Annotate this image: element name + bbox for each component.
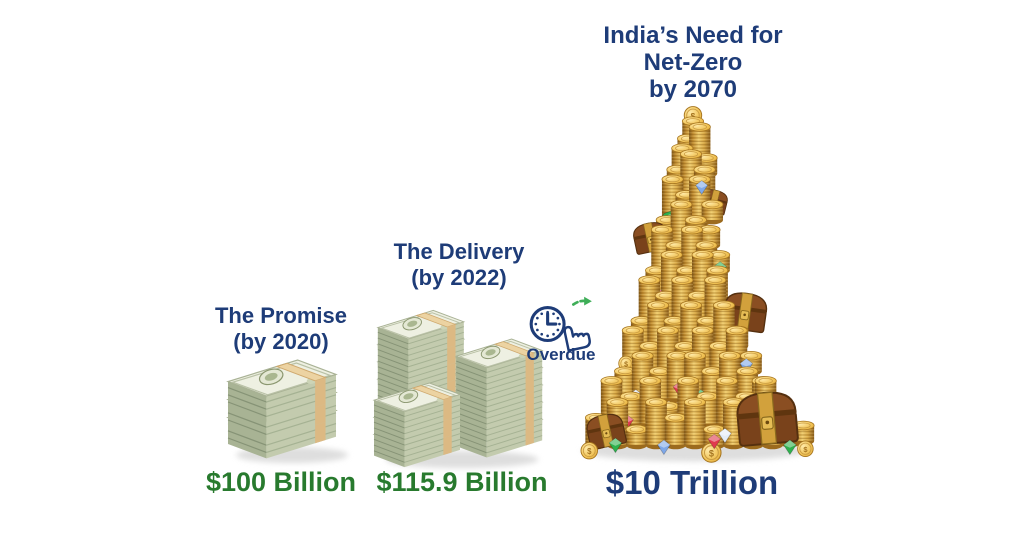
need-title-line1: India’s Need for — [603, 22, 783, 49]
overdue-label: Overdue — [526, 345, 596, 364]
delivery-title-line2: (by 2022) — [411, 264, 507, 290]
clock-hands — [546, 312, 558, 326]
large-cash-stacks-illustration — [373, 309, 543, 469]
hand-cursor-icon — [563, 325, 591, 352]
need-title: India’s Need for Net-Zero by 2070 — [580, 22, 806, 104]
delivery-title-line1: The Delivery — [393, 239, 525, 264]
clock-tick-dots — [534, 310, 561, 338]
need-amount: $10 Trillion — [605, 464, 779, 501]
delivery-amount: $115.9 Billion — [376, 467, 548, 497]
green-dashed-arrow-icon — [572, 299, 585, 306]
promise-amount: $100 Billion — [205, 467, 357, 497]
need-title-line2: Net-Zero — [643, 48, 743, 76]
promise-title-line1: The Promise — [214, 303, 348, 328]
overdue-clock-icon — [529, 296, 592, 352]
need-title-line3: by 2070 — [648, 75, 738, 103]
promise-title: The Promise (by 2020) — [198, 303, 364, 355]
treasure-pile-illustration — [580, 106, 815, 463]
delivery-title: The Delivery (by 2022) — [375, 239, 543, 291]
promise-title-line2: (by 2020) — [233, 328, 329, 354]
small-cash-stack-illustration — [227, 359, 348, 463]
